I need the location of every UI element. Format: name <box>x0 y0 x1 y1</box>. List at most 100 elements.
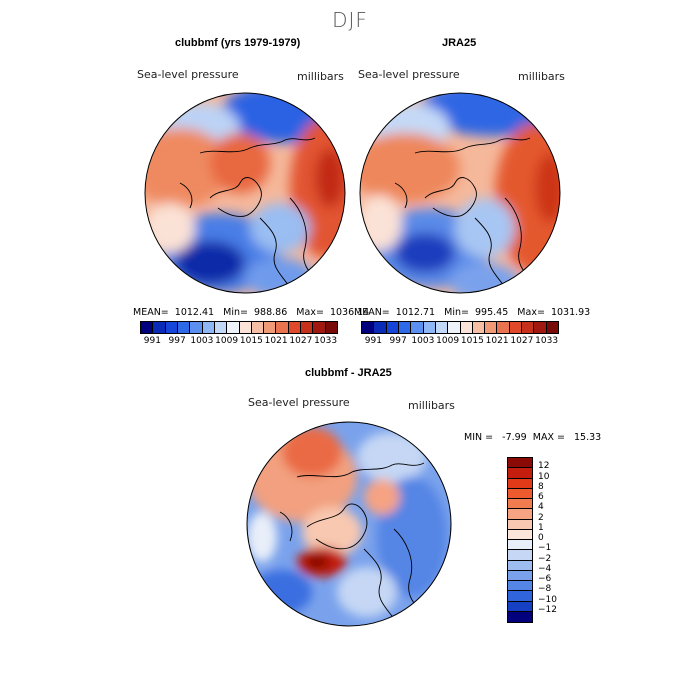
colorbar-swatch <box>460 322 473 333</box>
colorbar-swatch <box>508 570 532 581</box>
colorbar-tick-label: 12 <box>538 461 550 472</box>
colorbar-tick-label: 1 <box>538 522 544 533</box>
panel1-polar-map <box>144 92 346 294</box>
colorbar-swatch <box>423 322 436 333</box>
colorbar-tick-label: −4 <box>538 563 552 574</box>
colorbar-tick-label: 1021 <box>485 336 509 346</box>
panel3-polar-map <box>246 421 452 627</box>
colorbar-tick-label: 1027 <box>289 336 313 346</box>
colorbar-swatch <box>398 322 412 333</box>
colorbar-swatch <box>202 322 215 333</box>
colorbar-swatch <box>239 322 252 333</box>
colorbar-tick-label: 997 <box>168 336 186 346</box>
colorbar-swatch <box>227 322 240 333</box>
panel3-stats: MIN = -7.99 MAX = 15.33 <box>464 432 602 443</box>
colorbar-tick-label: 1027 <box>510 336 534 346</box>
colorbar-tick-label: −12 <box>538 604 557 615</box>
colorbar-tick-label: 1021 <box>264 336 288 346</box>
colorbar-swatch <box>301 322 314 333</box>
colorbar-swatch <box>264 322 277 333</box>
colorbar-tick-label: −2 <box>538 553 552 564</box>
colorbar-swatch <box>141 322 154 333</box>
colorbar-swatch <box>448 322 461 333</box>
colorbar-tick-label: 8 <box>538 481 544 492</box>
colorbar-swatch <box>509 322 523 333</box>
colorbar-tick-label: 2 <box>538 512 544 523</box>
colorbar-swatch <box>497 322 510 333</box>
colorbar-swatch <box>472 322 486 333</box>
panel2-variable-label: Sea-level pressure <box>358 68 460 81</box>
colorbar-swatch <box>485 322 498 333</box>
panel2-stats: MEAN= 1012.71 Min= 995.45 Max= 1031.93 <box>354 307 591 318</box>
colorbar-swatch <box>508 611 532 622</box>
colorbar-tick-label: 4 <box>538 502 544 513</box>
colorbar-tick-label: 1009 <box>436 336 460 346</box>
colorbar-tick-label: 991 <box>143 336 161 346</box>
panel1-title: clubbmf (yrs 1979-1979) <box>175 37 301 49</box>
colorbar-swatch <box>386 322 399 333</box>
colorbar-swatch <box>508 540 532 551</box>
colorbar-tick-label: 997 <box>389 336 407 346</box>
panel3-colorbar <box>507 457 533 623</box>
colorbar-tick-label: 1009 <box>215 336 239 346</box>
colorbar-tick-label: −6 <box>538 574 552 584</box>
colorbar-swatch <box>288 322 302 333</box>
colorbar-swatch <box>508 529 532 540</box>
colorbar-swatch <box>508 478 532 489</box>
colorbar-tick-label: 1015 <box>460 336 484 346</box>
colorbar-tick-label: −10 <box>538 594 557 605</box>
colorbar-tick-label: 10 <box>538 471 550 482</box>
colorbar-swatch <box>374 322 387 333</box>
colorbar-tick-label: 1033 <box>535 336 559 346</box>
panel1-coastlines <box>179 137 316 289</box>
panel1-stats: MEAN= 1012.41 Min= 988.86 Max= 1036.14 <box>133 307 370 318</box>
colorbar-swatch <box>508 488 532 499</box>
colorbar-swatch <box>177 322 191 333</box>
colorbar-swatch <box>508 560 532 571</box>
panel2-units-label: millibars <box>518 70 565 83</box>
colorbar-tick-label: 6 <box>538 492 544 502</box>
panel2-title: JRA25 <box>442 37 477 49</box>
panel1-units-label: millibars <box>297 70 344 83</box>
colorbar-swatch <box>508 601 532 612</box>
colorbar-swatch <box>522 322 535 333</box>
colorbar-swatch <box>276 322 289 333</box>
colorbar-swatch <box>508 550 532 561</box>
colorbar-tick-label: 1003 <box>190 336 214 346</box>
colorbar-swatch <box>508 519 532 530</box>
panel2-colorbar: 991 997 1003 1009 1015 1021 1027 1033 <box>361 321 559 346</box>
panel3-variable-label: Sea-level pressure <box>248 396 350 409</box>
colorbar-tick-label: 1003 <box>411 336 435 346</box>
colorbar-tick-label: 991 <box>364 336 382 346</box>
colorbar-swatch <box>508 499 532 510</box>
colorbar-swatch <box>153 322 166 333</box>
panel1-colorbar: 991 997 1003 1009 1015 1021 1027 1033 <box>140 321 338 346</box>
colorbar-tick-label: 1033 <box>314 336 338 346</box>
colorbar-swatch <box>411 322 424 333</box>
panel1-variable-label: Sea-level pressure <box>137 68 239 81</box>
panel3-units-label: millibars <box>408 399 455 412</box>
colorbar-swatch <box>325 322 337 333</box>
panel3-title: clubbmf - JRA25 <box>305 367 392 379</box>
colorbar-swatch <box>435 322 449 333</box>
colorbar-swatch <box>546 322 558 333</box>
colorbar-swatch <box>508 458 532 469</box>
colorbar-tick-label: −1 <box>538 543 552 554</box>
colorbar-swatch <box>508 509 532 520</box>
colorbar-tick-label: −8 <box>538 584 552 595</box>
panel2-polar-map <box>359 92 561 294</box>
colorbar-swatch <box>508 591 532 602</box>
colorbar-tick-label: 0 <box>538 533 544 543</box>
figure-title: DJF <box>332 8 368 32</box>
colorbar-swatch <box>190 322 203 333</box>
colorbar-swatch <box>362 322 375 333</box>
colorbar-swatch <box>508 468 532 479</box>
colorbar-swatch <box>508 581 532 592</box>
colorbar-swatch <box>251 322 265 333</box>
colorbar-swatch <box>534 322 547 333</box>
colorbar-swatch <box>214 322 228 333</box>
colorbar-tick-label: 1015 <box>239 336 263 346</box>
panel3-colorbar-ticks: 12 10 8 6 4 2 1 0 −1 −2 −4 −6 −8 −10 −12 <box>538 457 578 621</box>
colorbar-swatch <box>165 322 178 333</box>
colorbar-swatch <box>313 322 326 333</box>
